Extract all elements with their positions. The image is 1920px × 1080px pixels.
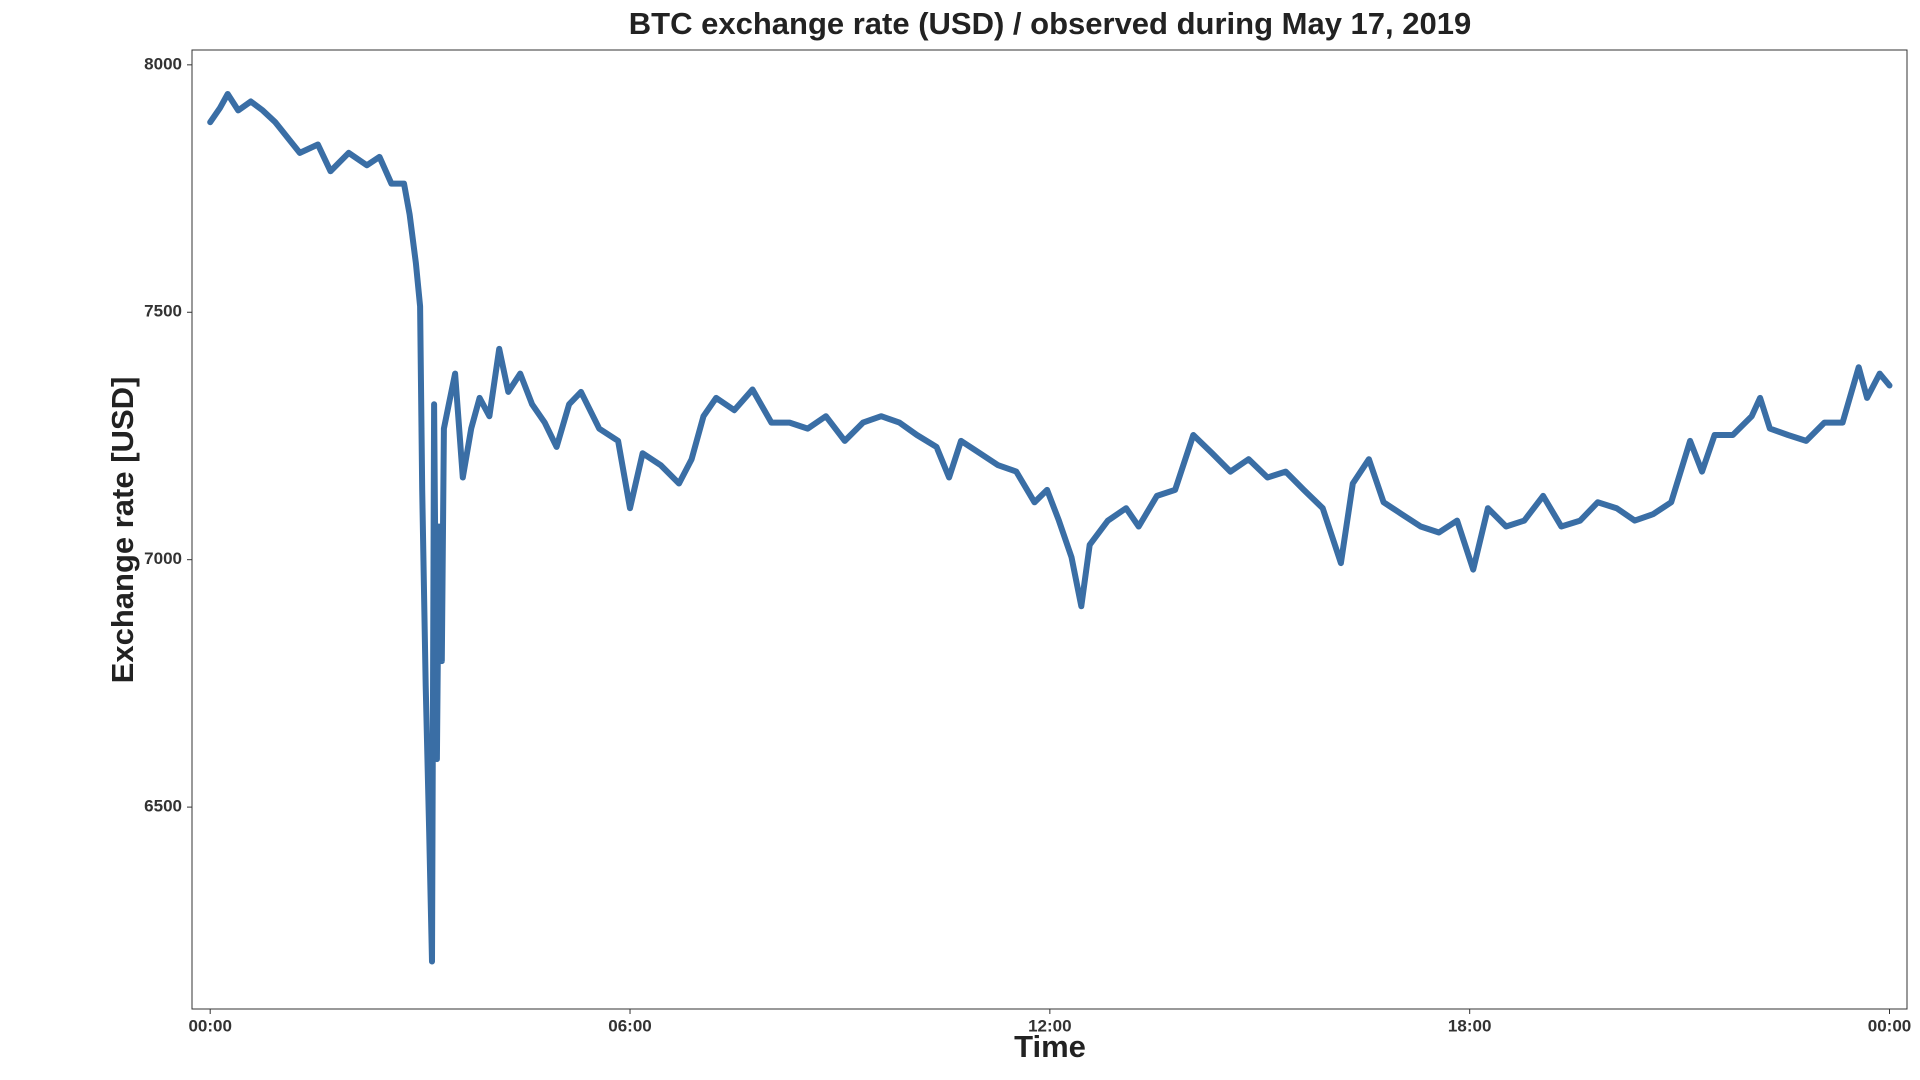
- chart-title: BTC exchange rate (USD) / observed durin…: [629, 6, 1471, 41]
- plot-border: [191, 49, 1908, 1010]
- x-tick-label: 12:00: [1028, 1016, 1071, 1035]
- price-line: [207, 91, 1893, 965]
- x-tick-label: 06:00: [608, 1016, 651, 1035]
- y-tick-label: 7000: [144, 549, 182, 568]
- x-tick-label: 00:00: [1868, 1016, 1911, 1035]
- y-axis-label: Exchange rate [USD]: [105, 377, 140, 684]
- y-tick-label: 6500: [144, 797, 182, 816]
- y-tick-label: 8000: [144, 54, 182, 73]
- x-tick-label: 18:00: [1448, 1016, 1491, 1035]
- x-axis-label: Time: [1014, 1029, 1086, 1064]
- y-tick-label: 7500: [144, 302, 182, 321]
- x-tick-label: 00:00: [188, 1016, 231, 1035]
